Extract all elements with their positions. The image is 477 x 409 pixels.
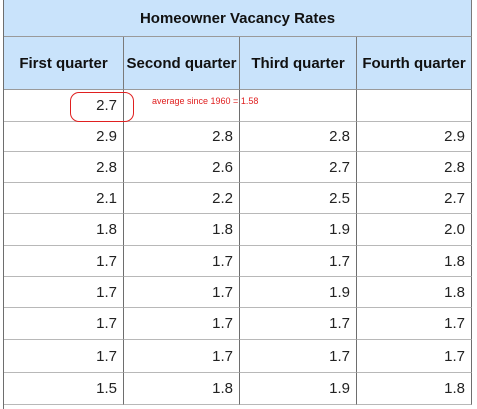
- table-cell: 1.7: [240, 308, 357, 340]
- table-cell: 2.8: [124, 122, 240, 152]
- table-cell: 1.8: [124, 373, 240, 405]
- table-cell: 1.7: [4, 246, 124, 277]
- table-cell: 1.7: [357, 308, 472, 340]
- table-cell: 1.9: [240, 277, 357, 308]
- table-cell: 1.7: [124, 277, 240, 308]
- table-cell: 1.7: [357, 340, 472, 373]
- table-cell: 1.7: [124, 308, 240, 340]
- table-cell: 2.9: [4, 122, 124, 152]
- table-cell: 1.7: [4, 277, 124, 308]
- table-cell: 2.8: [357, 152, 472, 183]
- table-cell: 1.5: [4, 373, 124, 405]
- table-cell: 1.7: [240, 340, 357, 373]
- table-cell: 2.0: [357, 214, 472, 246]
- table-cell: 1.7: [240, 246, 357, 277]
- table-cell: 2.7: [4, 90, 124, 122]
- table-cell: 2.9: [357, 122, 472, 152]
- column-header: Fourth quarter: [357, 37, 472, 90]
- column-header: First quarter: [4, 37, 124, 90]
- table-cell: 1.8: [357, 246, 472, 277]
- table-cell: 2.1: [4, 183, 124, 214]
- table-cell: 1.7: [124, 246, 240, 277]
- table-cell: 1.7: [4, 340, 124, 373]
- column-header: Second quarter: [124, 37, 240, 90]
- table-cell: 2.6: [124, 152, 240, 183]
- table-cell: [357, 90, 472, 122]
- table-cell: [124, 90, 240, 122]
- table-cell: 1.8: [124, 214, 240, 246]
- table-cell: 1.8: [357, 277, 472, 308]
- table-cell: 1.8: [4, 214, 124, 246]
- table-cell: 2.7: [357, 183, 472, 214]
- table-cell: 1.9: [240, 214, 357, 246]
- table-cell: 1.7: [124, 340, 240, 373]
- column-header: Third quarter: [240, 37, 357, 90]
- table-cell: 2.8: [240, 122, 357, 152]
- table-cell: 1.9: [240, 373, 357, 405]
- annotation: average since 1960 = 1.58: [152, 96, 259, 106]
- table-cell: [240, 90, 357, 122]
- highlight-circle: [70, 92, 134, 122]
- left-border: [3, 0, 4, 409]
- table-cell: 2.5: [240, 183, 357, 214]
- table-cell: 2.7: [240, 152, 357, 183]
- table-cell: 2.8: [4, 152, 124, 183]
- table-cell: 1.7: [4, 308, 124, 340]
- table-cell: 1.8: [357, 373, 472, 405]
- table-cell: 2.2: [124, 183, 240, 214]
- table-title: Homeowner Vacancy Rates: [4, 0, 472, 37]
